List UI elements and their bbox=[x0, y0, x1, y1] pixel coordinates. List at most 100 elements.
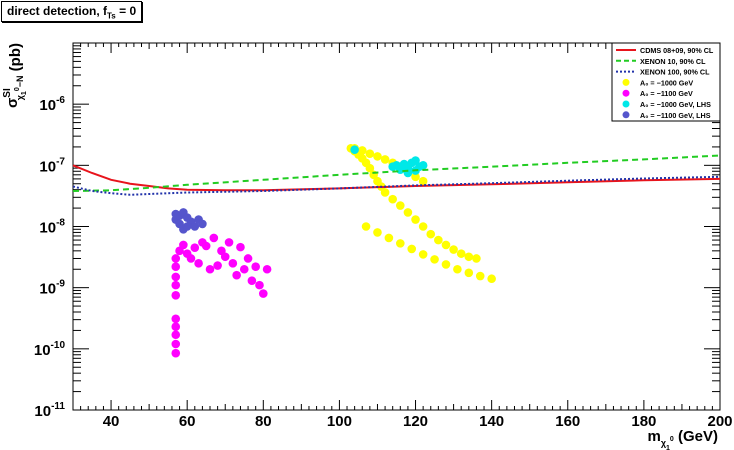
scatter-point-series-0 bbox=[418, 250, 428, 259]
scatter-point-series-1 bbox=[255, 280, 264, 290]
legend-marker-swatch bbox=[622, 100, 630, 108]
scatter-point-series-1 bbox=[228, 259, 238, 268]
legend-entry: XENON 10, 90% CL bbox=[640, 57, 706, 66]
scatter-point-series-1 bbox=[201, 241, 211, 251]
scatter-point-series-0 bbox=[430, 255, 439, 264]
limit-curve-0 bbox=[72, 164, 721, 192]
legend-entry: A₀ = −1100 GeV, LHS bbox=[640, 111, 711, 120]
scatter-point-series-3 bbox=[190, 222, 200, 231]
x-tick-label: 200 bbox=[707, 413, 732, 430]
scatter-point-series-0 bbox=[403, 208, 413, 217]
scatter-point-series-1 bbox=[171, 272, 181, 282]
scatter-point-series-0 bbox=[464, 268, 474, 278]
legend-entry: A₀ = −1000 GeV, LHS bbox=[640, 100, 711, 109]
scatter-point-series-0 bbox=[453, 264, 462, 274]
scatter-point-series-1 bbox=[213, 261, 222, 270]
y-tick-label: 10-9 bbox=[39, 279, 65, 298]
scatter-point-series-0 bbox=[407, 244, 417, 254]
scatter-point-series-0 bbox=[487, 274, 496, 284]
plot-title: direct detection, fTs = 0 bbox=[1, 1, 143, 22]
scatter-point-series-1 bbox=[194, 259, 203, 268]
scatter-point-series-0 bbox=[441, 240, 451, 250]
y-tick-label: 10-6 bbox=[39, 95, 65, 114]
x-tick-label: 80 bbox=[255, 413, 272, 430]
legend-entry: XENON 100, 90% CL bbox=[640, 68, 710, 77]
scatter-point-series-1 bbox=[179, 240, 188, 250]
x-tick-label: 120 bbox=[403, 413, 428, 430]
scatter-point-series-0 bbox=[426, 229, 436, 239]
plot-title-suffix: = 0 bbox=[115, 4, 137, 18]
legend-marker-swatch bbox=[622, 89, 630, 97]
scatter-point-series-1 bbox=[262, 264, 272, 274]
x-axis-label: mχ10 (GeV) bbox=[647, 428, 718, 450]
scatter-point-series-0 bbox=[418, 222, 428, 231]
scatter-point-series-0 bbox=[384, 233, 394, 243]
scatter-point-series-1 bbox=[209, 233, 219, 243]
y-tick-label: 10-7 bbox=[39, 156, 65, 175]
scatter-point-series-0 bbox=[365, 163, 375, 173]
scatter-point-series-1 bbox=[171, 339, 181, 349]
y-tick-label: 10-8 bbox=[39, 218, 65, 237]
scatter-point-series-1 bbox=[171, 254, 181, 263]
scatter-point-series-1 bbox=[232, 270, 241, 280]
scatter-point-series-1 bbox=[236, 242, 245, 252]
x-tick-label: 180 bbox=[631, 413, 656, 430]
scatter-point-series-0 bbox=[396, 201, 405, 210]
scatter-point-series-1 bbox=[251, 262, 260, 272]
x-tick-label: 60 bbox=[179, 413, 196, 430]
scatter-point-series-1 bbox=[171, 280, 181, 290]
scatter-point-series-1 bbox=[247, 276, 257, 285]
scatter-point-series-2 bbox=[411, 156, 420, 165]
scatter-point-series-1 bbox=[171, 322, 181, 332]
legend-marker-swatch bbox=[622, 111, 630, 119]
legend-entry: CDMS 08+09, 90% CL bbox=[640, 46, 714, 55]
legend-entry: A₀ = −1000 GeV bbox=[640, 78, 693, 87]
scatter-point-series-1 bbox=[190, 243, 200, 253]
scatter-point-series-0 bbox=[380, 188, 390, 197]
scatter-point-series-1 bbox=[186, 254, 196, 263]
scatter-point-series-1 bbox=[171, 291, 181, 300]
x-tick-label: 100 bbox=[327, 413, 352, 430]
scatter-point-series-0 bbox=[373, 228, 382, 237]
scatter-point-series-0 bbox=[396, 239, 405, 248]
plot-title-text: direct detection, f bbox=[7, 4, 108, 18]
x-tick-label: 140 bbox=[479, 413, 504, 430]
scatter-point-series-1 bbox=[258, 289, 268, 298]
scatter-point-series-0 bbox=[357, 146, 367, 155]
scatter-point-series-0 bbox=[361, 222, 371, 231]
scatter-point-series-0 bbox=[388, 194, 397, 204]
scatter-point-series-0 bbox=[373, 152, 382, 161]
scatter-point-series-0 bbox=[464, 252, 474, 262]
scatter-point-series-0 bbox=[441, 260, 451, 269]
plot-title-sub: Ts bbox=[107, 11, 116, 21]
scatter-point-series-1 bbox=[171, 314, 181, 324]
scatter-point-series-0 bbox=[472, 254, 481, 263]
scatter-point-series-1 bbox=[220, 252, 230, 262]
y-tick-label: 10-11 bbox=[34, 401, 65, 420]
scatter-point-series-0 bbox=[475, 271, 485, 281]
scatter-point-series-0 bbox=[411, 215, 420, 224]
scatter-point-series-2 bbox=[418, 161, 428, 170]
y-axis-label: σSI χ10−N (pb) bbox=[2, 43, 28, 108]
x-tick-label: 40 bbox=[103, 413, 120, 430]
scatter-point-series-1 bbox=[224, 238, 234, 247]
legend-entry: A₀ = −1100 GeV bbox=[640, 89, 693, 98]
scatter-point-series-1 bbox=[239, 264, 249, 274]
scatter-point-series-1 bbox=[171, 348, 181, 358]
scatter-point-series-1 bbox=[243, 254, 253, 263]
scatter-point-series-0 bbox=[456, 249, 466, 258]
scatter-point-series-0 bbox=[380, 155, 390, 164]
scatter-point-series-0 bbox=[434, 235, 443, 245]
scatter-point-series-0 bbox=[411, 172, 420, 182]
legend-box bbox=[611, 42, 721, 122]
scatter-point-series-3 bbox=[171, 209, 181, 219]
scatter-point-series-2 bbox=[350, 145, 359, 155]
scatter-point-series-1 bbox=[171, 330, 181, 340]
limit-curve-1 bbox=[72, 154, 721, 192]
scatter-point-series-0 bbox=[418, 176, 428, 186]
scatter-point-series-3 bbox=[182, 222, 192, 231]
scatter-point-series-1 bbox=[205, 264, 215, 274]
x-tick-label: 160 bbox=[555, 413, 580, 430]
scatter-point-series-0 bbox=[365, 149, 375, 158]
